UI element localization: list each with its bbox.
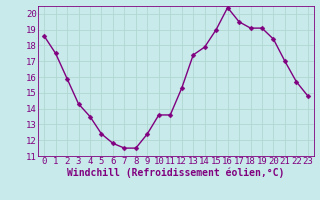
X-axis label: Windchill (Refroidissement éolien,°C): Windchill (Refroidissement éolien,°C) (67, 168, 285, 178)
